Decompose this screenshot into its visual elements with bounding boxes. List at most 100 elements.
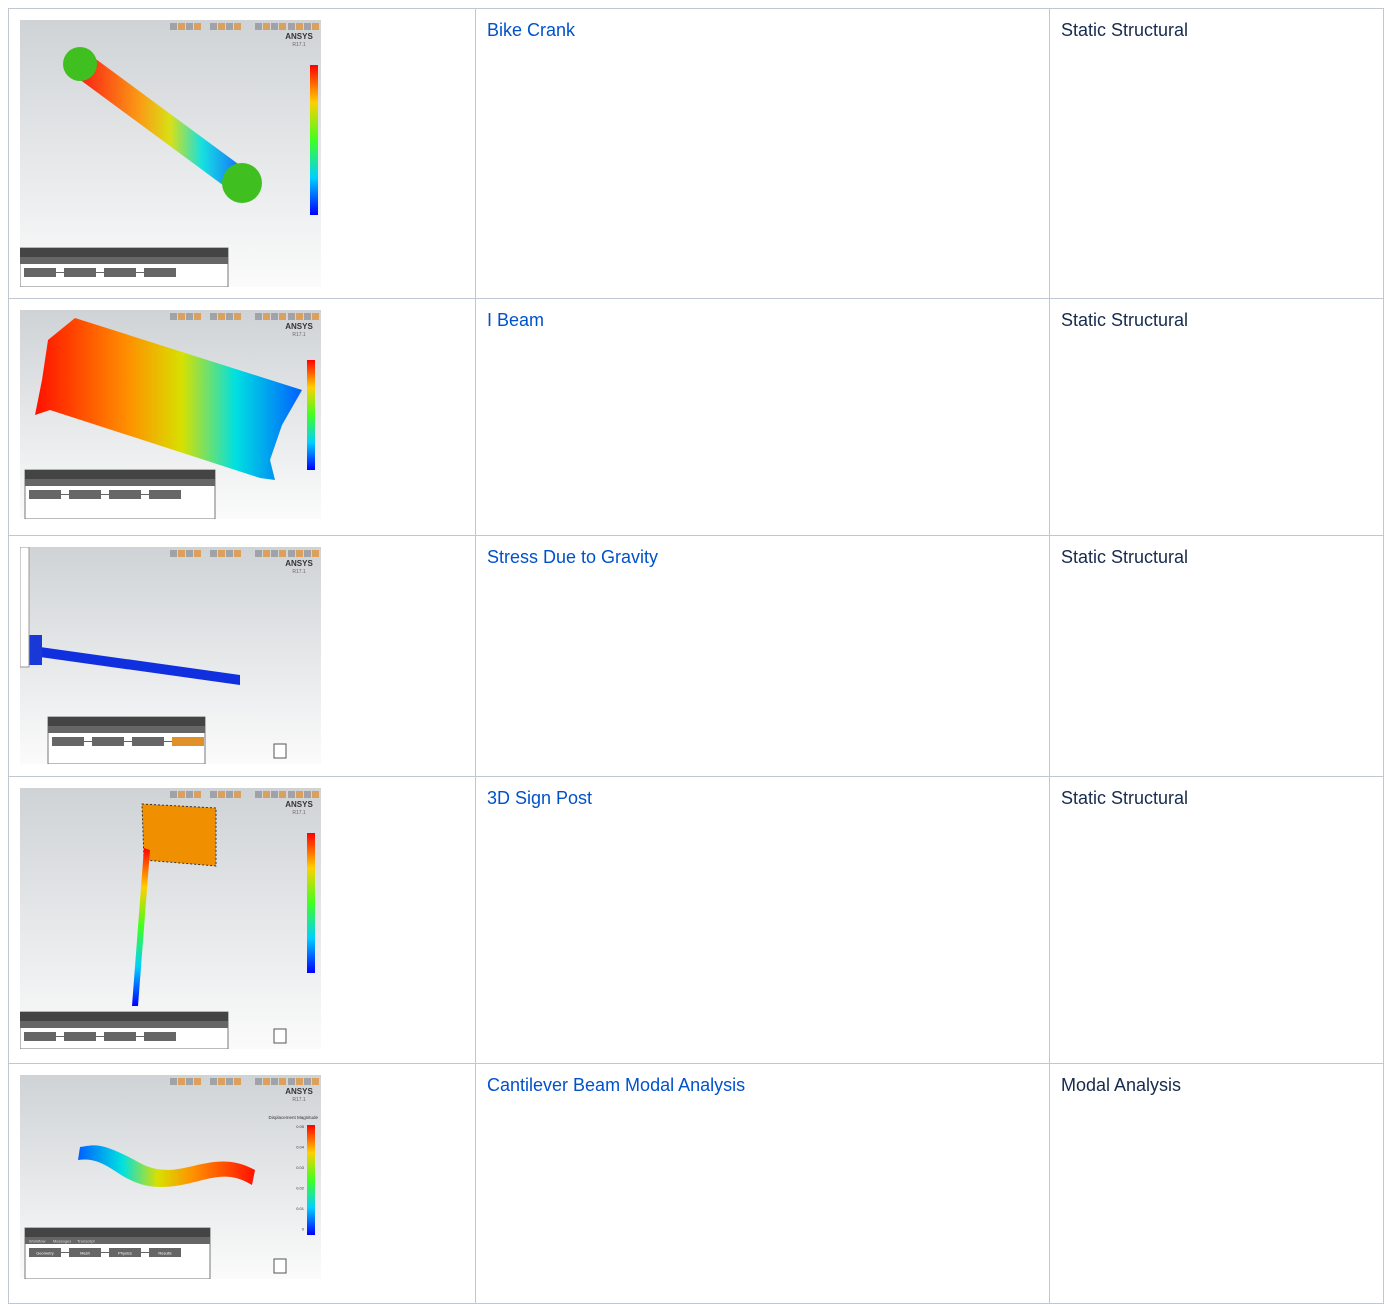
colorbar <box>307 833 315 973</box>
toolbar-icon <box>194 1078 201 1085</box>
toolbar-icon <box>279 791 286 798</box>
toolbar-icon <box>186 1078 193 1085</box>
toolbar-icon <box>178 791 185 798</box>
colorbar <box>307 1125 315 1235</box>
table-row: ANSYS R17.1 Geometry Mesh Physics Results Work… <box>8 1063 1384 1304</box>
tutorial-table: ANSYS R17.1 Bike Crank Static Structural ANS… <box>8 8 1384 1304</box>
toolbar-icon <box>186 313 193 320</box>
panel-tabs <box>20 1021 228 1028</box>
table-body: ANSYS R17.1 Bike Crank Static Structural ANS… <box>8 8 1384 1304</box>
toolbar-icon <box>296 1078 303 1085</box>
toolbar-icon <box>296 313 303 320</box>
toolbar-icon <box>263 550 270 557</box>
version: R17.1 <box>292 332 306 338</box>
colorbar <box>307 360 315 470</box>
toolbar-icon <box>218 791 225 798</box>
brand: ANSYS <box>285 559 313 568</box>
version: R17.1 <box>292 42 306 48</box>
toolbar-icon <box>288 550 295 557</box>
panel-header <box>25 470 215 479</box>
toolbar-icon <box>255 791 262 798</box>
analysis-cell: Static Structural <box>1049 298 1384 536</box>
toolbar-icon <box>226 1078 233 1085</box>
toolbar-icon <box>178 23 185 30</box>
model <box>35 318 302 480</box>
title-cell: Bike Crank <box>475 8 1050 299</box>
toolbar-icon <box>255 1078 262 1085</box>
toolbar-icon <box>194 550 201 557</box>
toolbar-icon <box>296 550 303 557</box>
toolbar-icon <box>271 1078 278 1085</box>
toolbar-icon <box>263 791 270 798</box>
legend-tick: 0.02 <box>296 1186 305 1191</box>
toolbar-icon <box>234 313 241 320</box>
toolbar-icon <box>288 23 295 30</box>
toolbar-icon <box>234 23 241 30</box>
analysis-type: Static Structural <box>1061 310 1189 330</box>
panel-tabs <box>25 479 215 486</box>
workflow-step <box>104 268 136 277</box>
brand: ANSYS <box>285 32 313 41</box>
workflow-step-label: Physics <box>118 1251 132 1256</box>
toolbar-icon <box>312 313 319 320</box>
analysis-cell: Static Structural <box>1049 535 1384 777</box>
toolbar-icon <box>255 550 262 557</box>
analysis-type: Static Structural <box>1061 788 1189 808</box>
toolbar-icon <box>210 1078 217 1085</box>
panel-header <box>20 248 228 257</box>
toolbar-icon <box>210 313 217 320</box>
colorbar <box>310 65 318 215</box>
toolbar-icon <box>194 23 201 30</box>
toolbar-icon <box>170 1078 177 1085</box>
analysis-type: Modal Analysis <box>1061 1075 1182 1095</box>
toolbar-icon <box>170 23 177 30</box>
model <box>141 803 217 867</box>
workflow-step <box>29 1248 61 1257</box>
model-end <box>63 47 97 81</box>
tutorial-link[interactable]: I Beam <box>487 310 545 330</box>
toolbar-icon <box>226 791 233 798</box>
toolbar-icon <box>255 23 262 30</box>
panel-tab: Workflow <box>29 1239 45 1244</box>
toolbar-icon <box>288 791 295 798</box>
tutorial-link[interactable]: Bike Crank <box>487 20 576 40</box>
workflow-step-label: Results <box>158 1251 171 1256</box>
workflow-step <box>64 1032 96 1041</box>
version: R17.1 <box>292 810 306 816</box>
table-row: ANSYS R17.1 3D Sign Post Static Structural <box>8 776 1384 1064</box>
toolbar-icon <box>271 791 278 798</box>
tutorial-link[interactable]: Cantilever Beam Modal Analysis <box>487 1075 746 1095</box>
panel-tabs <box>48 726 205 733</box>
legend-tick: 0.03 <box>296 1165 305 1170</box>
table-row: ANSYS R17.1 I Beam Static Structural <box>8 298 1384 536</box>
toolbar-icon <box>226 550 233 557</box>
panel-tab: Messages <box>53 1239 71 1244</box>
toolbar-icon <box>304 23 311 30</box>
thumbnail-cell: ANSYS R17.1 Geometry Mesh Physics Results Work… <box>8 1063 476 1304</box>
workflow-step <box>104 1032 136 1041</box>
workflow-step <box>132 737 164 746</box>
tutorial-link[interactable]: 3D Sign Post <box>487 788 593 808</box>
toolbar-icon <box>263 313 270 320</box>
thumbnail-cell: ANSYS R17.1 <box>8 298 476 536</box>
toolbar-icon <box>170 550 177 557</box>
save-button <box>273 1028 287 1044</box>
toolbar-icon <box>194 791 201 798</box>
toolbar-icon <box>218 1078 225 1085</box>
toolbar-icon <box>226 313 233 320</box>
toolbar-icon <box>170 313 177 320</box>
toolbar-icon <box>312 1078 319 1085</box>
legend-title: Displacement Magnitude <box>268 1115 318 1120</box>
toolbar-icon <box>234 1078 241 1085</box>
workflow-step-label: Geometry <box>36 1251 54 1256</box>
toolbar-icon <box>288 1078 295 1085</box>
toolbar-icon <box>271 313 278 320</box>
toolbar-icon <box>263 1078 270 1085</box>
panel-tab: Transcript <box>77 1239 96 1244</box>
table-row: ANSYS R17.1 Stress Due to Gravity Static St… <box>8 535 1384 777</box>
tutorial-link[interactable]: Stress Due to Gravity <box>487 547 659 567</box>
toolbar-icon <box>255 313 262 320</box>
workflow-step <box>149 490 181 499</box>
